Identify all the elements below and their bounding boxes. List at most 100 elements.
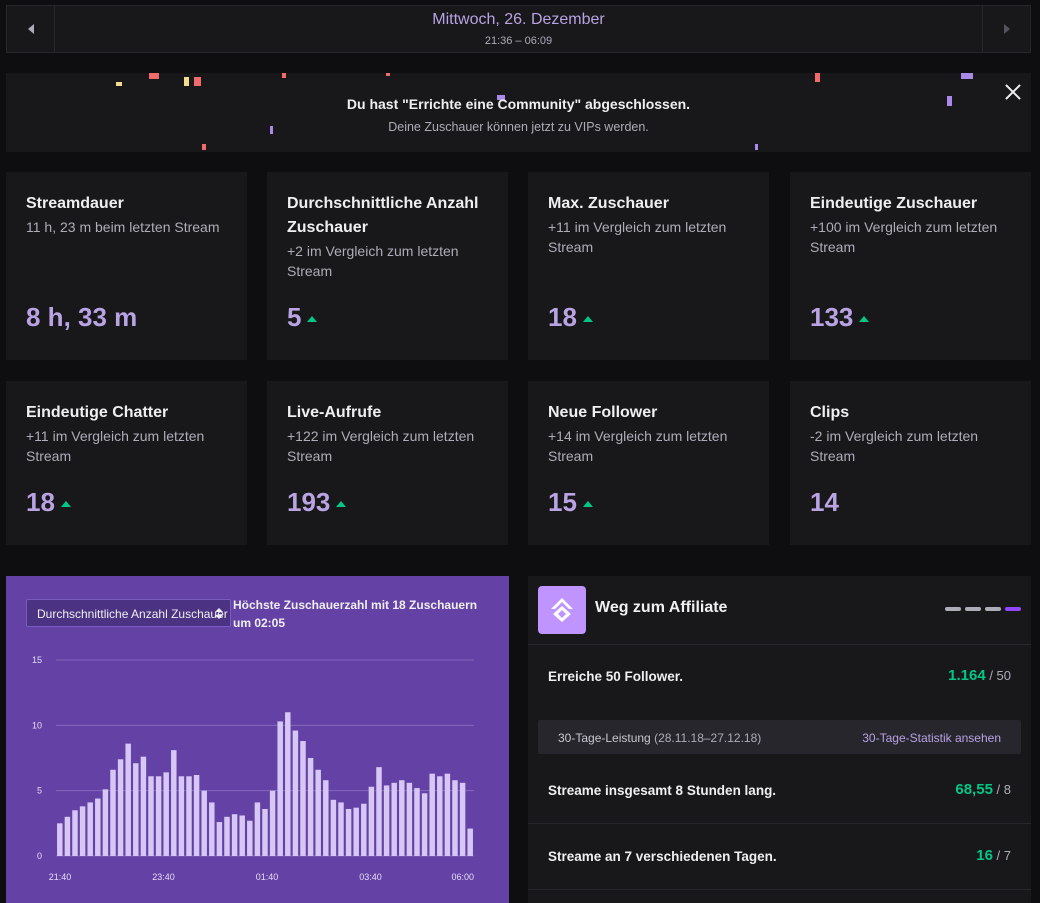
chart-bar[interactable] <box>79 806 86 856</box>
goal-target: / 50 <box>985 668 1011 683</box>
chart-bar[interactable] <box>452 780 458 856</box>
chart-bar[interactable] <box>353 807 359 856</box>
chart-bar[interactable] <box>102 789 109 856</box>
x-tick-label: 03:40 <box>359 872 382 882</box>
carousel-dots <box>945 607 1021 611</box>
carousel-dot[interactable] <box>965 607 981 611</box>
chart-bar[interactable] <box>269 790 276 856</box>
chart-bar[interactable] <box>391 782 397 856</box>
chart-bar[interactable] <box>315 769 321 856</box>
chart-bar[interactable] <box>277 721 283 856</box>
goal-row-hours: Streame insgesamt 8 Stunden lang. 68,55 … <box>528 758 1031 823</box>
chart-bar[interactable] <box>193 774 200 856</box>
achievement-subtitle: Deine Zuschauer können jetzt zu VIPs wer… <box>388 120 649 134</box>
affiliate-panel: Weg zum Affiliate Erreiche 50 Follower. … <box>528 576 1031 903</box>
carousel-dot[interactable] <box>985 607 1001 611</box>
peak-note-suffix: um 02:05 <box>233 616 286 630</box>
goal-row-days: Streame an 7 verschiedenen Tagen. 16 / 7 <box>528 823 1031 889</box>
performance-header: 30-Tage-Leistung (28.11.18–27.12.18) 30-… <box>538 720 1021 754</box>
metric-select[interactable]: Durchschnittliche Anzahl Zuschauer <box>26 599 231 627</box>
achievement-banner: Du hast "Errichte eine Community" abgesc… <box>6 73 1031 152</box>
chart-bar[interactable] <box>330 799 337 856</box>
stat-card-stream-duration: Streamdauer 11 h, 23 m beim letzten Stre… <box>6 172 247 360</box>
chart-bar[interactable] <box>186 776 192 856</box>
y-tick-label: 5 <box>37 786 42 796</box>
chart-bar[interactable] <box>133 763 139 856</box>
carousel-dot[interactable] <box>945 607 961 611</box>
stat-value: 14 <box>810 487 839 517</box>
chart-bar[interactable] <box>459 782 466 856</box>
chart-bar[interactable] <box>110 769 116 856</box>
next-stream-button[interactable] <box>982 6 1030 52</box>
chart-bar[interactable] <box>376 767 382 856</box>
chart-bar[interactable] <box>171 750 177 856</box>
chart-bar[interactable] <box>254 802 261 856</box>
chart-bar[interactable] <box>406 782 413 856</box>
chart-bar[interactable] <box>285 712 291 856</box>
chart-bar[interactable] <box>155 776 162 856</box>
chart-bar[interactable] <box>437 776 443 856</box>
chart-bar[interactable] <box>300 741 306 856</box>
chart-bar[interactable] <box>72 810 78 856</box>
chart-bar[interactable] <box>125 743 131 856</box>
chart-bar[interactable] <box>338 802 344 856</box>
chart-bar[interactable] <box>117 759 124 856</box>
chart-bar[interactable] <box>345 808 352 856</box>
viewer-chart-panel: Durchschnittliche Anzahl Zuschauer Höchs… <box>6 576 509 903</box>
stat-title: Clips <box>810 404 850 421</box>
chart-bar[interactable] <box>262 808 268 856</box>
chart-bar[interactable] <box>421 793 428 856</box>
confetti-decoration <box>386 73 390 76</box>
chart-bar[interactable] <box>414 788 420 856</box>
chart-bar[interactable] <box>163 772 169 856</box>
confetti-decoration <box>202 144 206 150</box>
goal-row-followers: Erreiche 50 Follower. 1.164 / 50 <box>528 644 1031 709</box>
stat-value: 15 <box>548 487 577 517</box>
chart-bar[interactable] <box>323 780 329 856</box>
close-icon[interactable] <box>1003 82 1023 102</box>
chart-bar[interactable] <box>368 786 375 856</box>
x-tick-label: 23:40 <box>152 872 175 882</box>
trend-up-icon <box>582 315 593 322</box>
stat-value-wrap: 193 <box>287 487 347 518</box>
chart-bar[interactable] <box>95 798 101 856</box>
chart-bar[interactable] <box>361 803 367 856</box>
chart-bar[interactable] <box>467 828 473 856</box>
chart-bar[interactable] <box>429 773 435 856</box>
chart-bar[interactable] <box>224 816 230 856</box>
view-30-day-stats-link[interactable]: 30-Tage-Statistik ansehen <box>862 731 1001 745</box>
chart-bar[interactable] <box>444 773 451 856</box>
chart-bar[interactable] <box>178 776 185 856</box>
chart-bar[interactable] <box>247 820 253 856</box>
trend-up-icon <box>336 500 347 507</box>
y-tick-label: 10 <box>32 720 42 730</box>
chart-bar[interactable] <box>87 802 93 856</box>
chart-bar[interactable] <box>383 785 390 856</box>
goal-row-divider <box>528 889 1031 903</box>
stat-title: Max. Zuschauer <box>548 195 669 212</box>
stat-comparison: +122 im Vergleich zum letzten Stream <box>287 428 475 464</box>
stat-value-wrap: 133 <box>810 302 870 333</box>
chart-bar[interactable] <box>148 776 154 856</box>
previous-stream-button[interactable] <box>7 6 55 52</box>
chart-bar[interactable] <box>216 822 223 856</box>
goal-target: / 7 <box>992 848 1011 863</box>
chart-bar[interactable] <box>57 823 63 856</box>
y-tick-label: 0 <box>37 851 42 861</box>
carousel-dot-active[interactable] <box>1005 607 1021 611</box>
chart-bar[interactable] <box>239 815 245 856</box>
chart-bar[interactable] <box>64 816 71 856</box>
chart-bar[interactable] <box>231 814 238 856</box>
confetti-decoration <box>282 73 286 78</box>
chart-bar[interactable] <box>399 780 405 856</box>
chart-bar[interactable] <box>201 790 207 856</box>
confetti-decoration <box>270 126 273 134</box>
date-navigation: Mittwoch, 26. Dezember 21:36 – 06:09 <box>6 5 1031 53</box>
trend-up-icon <box>859 315 870 322</box>
chart-bar[interactable] <box>209 802 215 856</box>
chart-bar[interactable] <box>140 756 147 856</box>
chart-bar[interactable] <box>292 730 299 856</box>
chart-bar[interactable] <box>307 758 314 856</box>
trend-up-icon <box>60 500 71 507</box>
goal-current: 1.164 <box>948 667 986 684</box>
